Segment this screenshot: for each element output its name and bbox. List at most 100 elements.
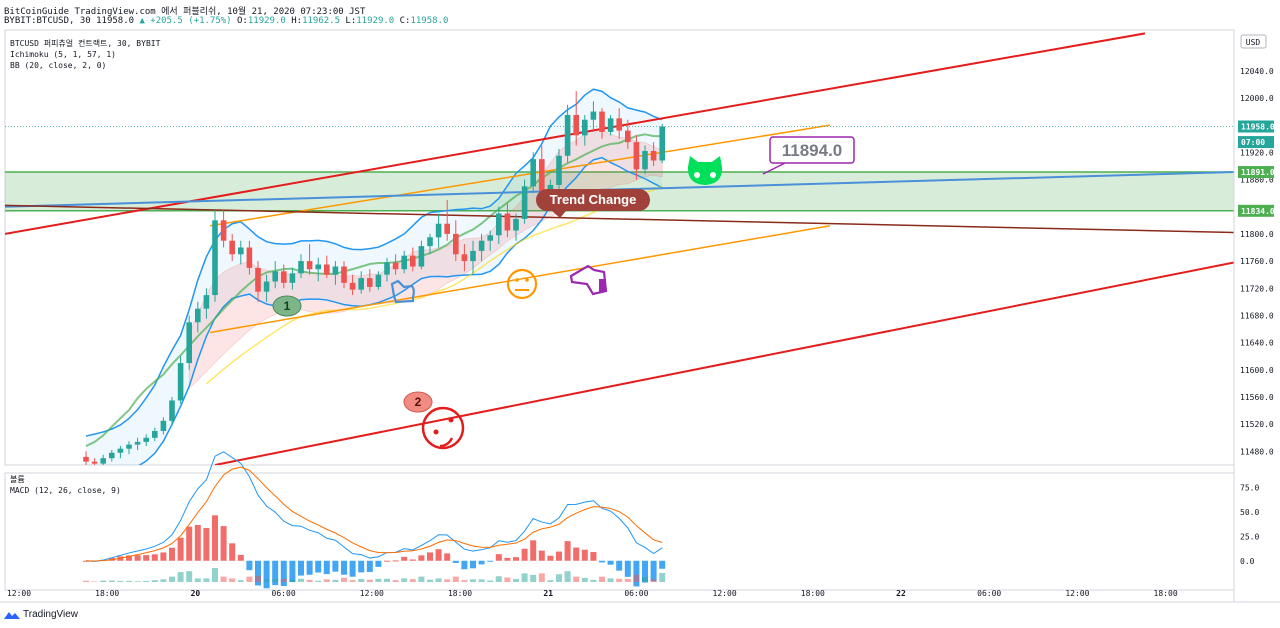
candle — [487, 235, 493, 241]
candle — [659, 126, 665, 161]
volume-bar — [401, 578, 408, 582]
candle — [100, 458, 106, 464]
candle — [117, 448, 124, 453]
macd-histogram-bar — [581, 549, 588, 561]
macd-histogram-bar — [375, 560, 382, 567]
thumbs-up-icon — [390, 279, 415, 304]
volume-bar — [341, 577, 347, 582]
y-tick-label: 11760.0 — [1240, 257, 1274, 266]
candle — [461, 254, 468, 262]
trend-change-bubble — [536, 189, 650, 211]
price-callout-label: 11894.0 — [782, 141, 843, 160]
candle — [341, 266, 347, 283]
candle — [203, 295, 210, 309]
volume-bar — [280, 578, 287, 582]
macd-histogram-bar — [186, 526, 193, 561]
channel-lower-line — [214, 261, 1234, 465]
macd-histogram-bar — [220, 526, 227, 561]
macd-histogram-bar — [495, 554, 502, 561]
bollinger-fill — [86, 89, 663, 465]
y-tick-label: 11640.0 — [1240, 339, 1274, 348]
publish-header: BitCoinGuide TradingView.com 에서 퍼블리쉬, 10… — [4, 7, 366, 17]
macd-histogram-bar — [332, 560, 339, 572]
bollinger-upper — [85, 88, 663, 437]
x-tick-label: 06:00 — [977, 589, 1001, 598]
volume-bar — [409, 579, 416, 582]
wave-1-label: 1 — [284, 299, 291, 313]
low-label: L: — [345, 16, 357, 26]
candle — [504, 213, 511, 231]
price-change: ▲ +205.5 (+1.75%) — [139, 16, 232, 26]
tradingview-logo[interactable]: TradingView — [4, 609, 78, 620]
macd-histogram-bar — [556, 551, 562, 561]
x-tick-label: 12:00 — [713, 589, 737, 598]
high-label: H: — [291, 16, 303, 26]
macd-histogram-bar — [151, 554, 158, 561]
price-callout-box — [769, 136, 855, 164]
candle — [195, 308, 201, 323]
volume-bar — [461, 580, 468, 582]
volume-bar — [169, 576, 175, 582]
candle — [126, 444, 132, 449]
macd-y-tick-label: 0.0 — [1240, 557, 1255, 566]
candle — [169, 400, 175, 421]
volume-bar — [255, 575, 261, 582]
volume-bar — [384, 578, 390, 582]
volume-bar — [91, 581, 98, 582]
macd-histogram-bar — [659, 560, 666, 569]
candle — [367, 278, 373, 287]
macd-histogram-bar — [384, 560, 390, 562]
macd-histogram-bar — [470, 560, 476, 569]
macd-histogram-bar — [134, 555, 141, 561]
tradingview-logo-icon — [4, 611, 20, 619]
macd-histogram-bar — [409, 559, 416, 561]
macd-histogram-bar — [624, 560, 631, 577]
macd-histogram-bar — [530, 540, 537, 561]
macd-histogram-bar — [392, 560, 399, 562]
volume-bar — [599, 576, 605, 582]
volume-bar — [538, 573, 545, 582]
x-tick-label: 06:00 — [272, 589, 296, 598]
candle — [633, 142, 640, 170]
candle — [564, 114, 571, 156]
close-label: C: — [399, 16, 411, 26]
volume-bar — [237, 580, 244, 582]
orange-lower-line — [209, 225, 831, 334]
macd-histogram-bar — [452, 560, 459, 563]
volume-bar — [444, 579, 451, 582]
candle — [272, 271, 278, 282]
volume-bar — [186, 571, 193, 582]
volume-bar — [126, 580, 132, 582]
neutral-face-eye-icon — [525, 278, 529, 282]
brand-label: TradingView — [23, 609, 79, 620]
candle — [556, 155, 562, 185]
volume-bar — [108, 580, 115, 582]
candle — [418, 246, 425, 267]
candle — [547, 184, 554, 192]
high-value: 11962.5 — [302, 16, 340, 26]
candle — [496, 213, 502, 236]
candle — [91, 461, 98, 464]
candle — [358, 278, 364, 290]
volume-bar — [573, 576, 580, 582]
candle — [375, 274, 382, 287]
volume-bar — [263, 579, 270, 582]
volume-bar — [151, 580, 158, 582]
volume-bar — [272, 579, 279, 582]
orange-upper-line — [209, 124, 831, 227]
price-callout-pointer — [762, 162, 786, 175]
volume-bar — [194, 578, 201, 582]
volume-bar — [607, 578, 614, 582]
candle — [315, 264, 321, 270]
y-tick-label: 11600.0 — [1240, 366, 1274, 375]
volume-bar — [650, 579, 657, 582]
volume-bar — [427, 579, 433, 582]
macd-histogram-bar — [298, 560, 304, 576]
volume-bar — [323, 579, 330, 582]
y-tick-label: 12000.0 — [1240, 94, 1274, 103]
macd-y-tick-label: 25.0 — [1240, 532, 1259, 541]
wave-2-bubble — [403, 391, 433, 413]
x-tick-label: 18:00 — [448, 589, 472, 598]
volume-bar — [229, 578, 236, 582]
